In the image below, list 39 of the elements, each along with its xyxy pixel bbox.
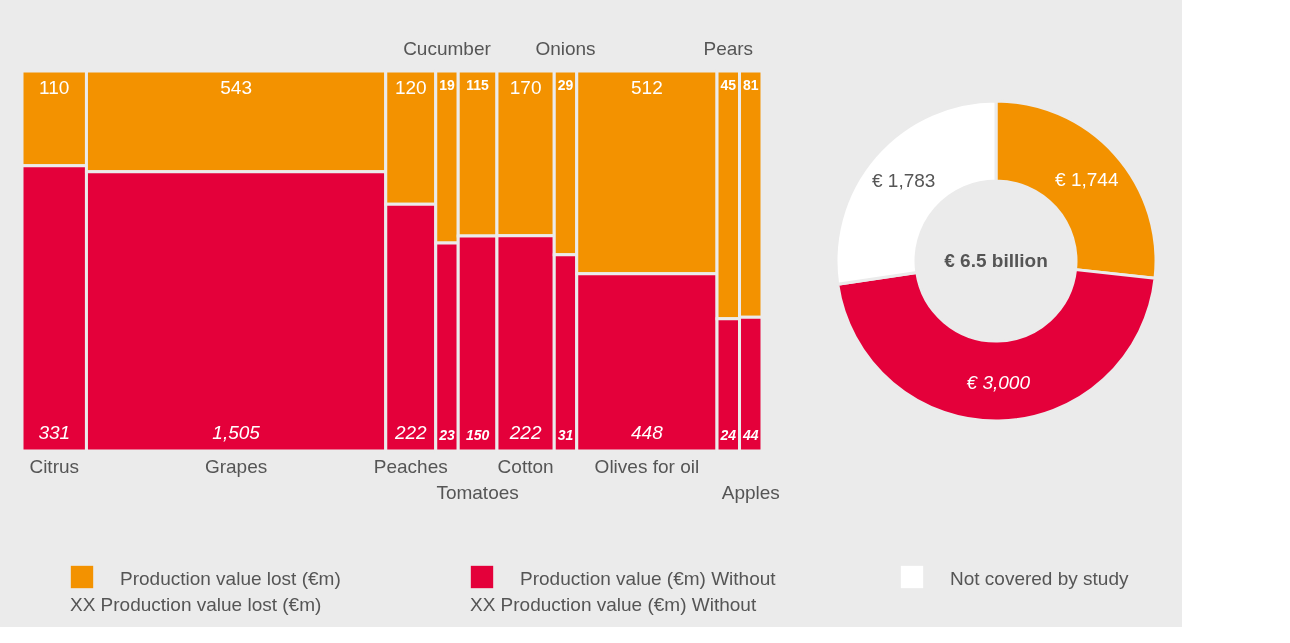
category-label: Grapes	[204, 456, 268, 477]
data-label: 222	[508, 422, 542, 443]
data-label: 1,505	[212, 422, 261, 443]
category-label: Tomatoes	[436, 482, 519, 503]
data-label: 448	[631, 422, 664, 443]
text: € 6.5 billion	[944, 250, 1048, 271]
category-label: Cucumber	[403, 38, 492, 59]
data-label: 19	[439, 77, 455, 93]
legend-label: Not covered by study	[950, 568, 1129, 589]
data-label: 81	[742, 77, 759, 93]
data-label: 45	[720, 77, 737, 93]
category-label: Citrus	[29, 456, 80, 477]
text: XX Production value lost (€m)	[70, 594, 322, 615]
data-label: 222	[393, 422, 428, 443]
data-label: 24	[719, 427, 737, 443]
data-label: € 1,744	[1055, 168, 1119, 190]
data-label: 170	[509, 77, 542, 98]
legend-label: Production value (€m) Without	[520, 568, 777, 589]
data-label: 44	[741, 427, 759, 443]
data-label: 110	[39, 77, 70, 98]
data-label: € 1,783	[871, 170, 936, 192]
data-label: 29	[557, 77, 574, 93]
category-label: Onions	[535, 38, 596, 59]
category-label: Peaches	[373, 456, 448, 477]
category-label: Apples	[721, 482, 780, 503]
category-label: Cotton	[497, 456, 554, 477]
data-label: € 3,000	[966, 371, 1031, 393]
data-label: 31	[557, 427, 574, 443]
text: XX Production value (€m) Without	[470, 594, 757, 615]
data-label: 115	[466, 77, 490, 93]
category-label: Pears	[703, 38, 754, 59]
data-label: 512	[631, 77, 663, 98]
legend-label: Production value lost (€m)	[120, 568, 341, 589]
category-label: Olives for oil	[594, 456, 700, 477]
data-label: 23	[438, 427, 455, 443]
data-label: 543	[220, 77, 252, 98]
data-label: 331	[38, 422, 71, 443]
data-label: 120	[394, 77, 427, 98]
data-label: 150	[465, 427, 490, 443]
